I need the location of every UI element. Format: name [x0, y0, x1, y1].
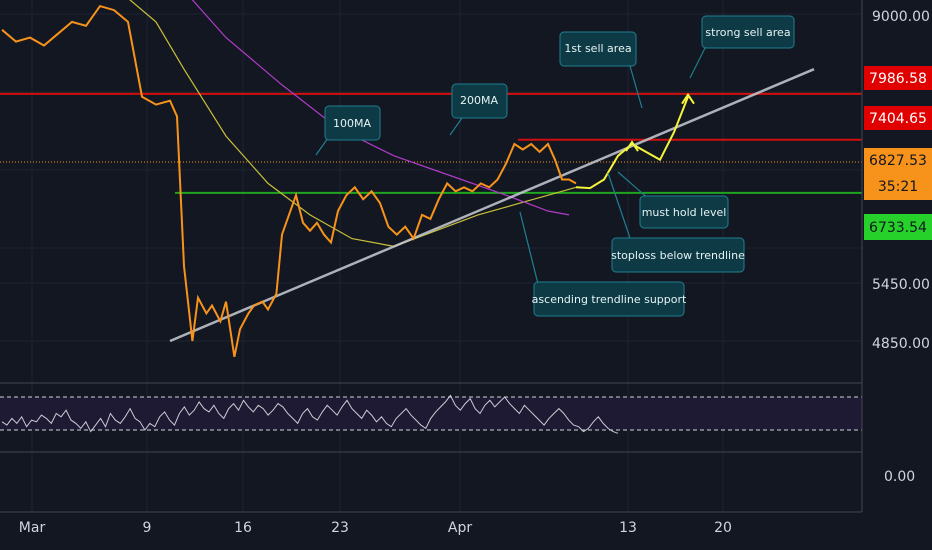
annotation-must-hold-level-text: must hold level	[642, 206, 727, 219]
price-label-7404: 7404.65	[864, 106, 932, 130]
ma-100-line	[129, 0, 577, 248]
annotation-strong-sell-area: strong sell area	[701, 15, 795, 49]
price-label-6827-text: 6827.53	[869, 153, 927, 169]
annotation-ascending-trendline-text: ascending trendline support	[532, 293, 687, 306]
projection-arrow-2	[681, 92, 695, 105]
price-label-6733: 6733.54	[864, 214, 932, 240]
annotation-100ma: 100MA	[324, 105, 381, 141]
price-axis: 9000.00 5450.00 4850.00 0.00	[872, 9, 930, 485]
annotation-strong-sell-area-text: strong sell area	[705, 26, 790, 39]
time-axis: Mar 9 16 23 Apr 13 20	[19, 520, 732, 536]
time-tick-13: 13	[619, 520, 637, 536]
annotation-1st-sell-area: 1st sell area	[559, 31, 637, 67]
annotation-stoploss-text: stoploss below trendline	[611, 249, 745, 262]
trendline	[169, 68, 815, 343]
ascending-trendline	[169, 68, 815, 343]
moving-averages	[129, 0, 577, 248]
price-label-6827: 6827.53	[864, 148, 932, 172]
time-tick-9: 9	[143, 520, 152, 536]
price-series	[1, 4, 577, 357]
rsi-pane	[0, 382, 862, 453]
ma-200-line	[191, 0, 570, 216]
price-label-7986: 7986.58	[864, 66, 932, 90]
price-tick-4850: 4850.00	[872, 336, 930, 352]
annotation-1st-sell-area-text: 1st sell area	[564, 42, 631, 55]
annotation-ascending-trendline: ascending trendline support	[532, 281, 687, 317]
rsi-tick-0: 0.00	[884, 469, 915, 485]
annotation-stoploss: stoploss below trendline	[611, 237, 745, 273]
price-label-7986-text: 7986.58	[869, 71, 927, 87]
projection-line	[575, 96, 689, 190]
countdown-label-text: 35:21	[878, 179, 918, 195]
annotation-pointers	[315, 45, 707, 285]
time-tick-16: 16	[234, 520, 252, 536]
projection-path	[575, 92, 695, 190]
price-tick-5450: 5450.00	[872, 277, 930, 293]
annotation-200ma-text: 200MA	[460, 94, 498, 107]
projection-arrow-1	[625, 140, 639, 152]
price-tick-9000: 9000.00	[872, 9, 930, 25]
time-tick-mar: Mar	[19, 520, 46, 536]
annotation-100ma-text: 100MA	[333, 117, 371, 130]
price-label-7404-text: 7404.65	[869, 111, 927, 127]
rsi-line	[1, 394, 619, 434]
price-line	[1, 4, 577, 357]
price-labels: 7986.58 7404.65 6827.53 35:21 6733.54	[864, 66, 932, 240]
annotation-200ma: 200MA	[451, 83, 508, 119]
price-label-6733-text: 6733.54	[869, 220, 927, 236]
annotation-must-hold-level: must hold level	[639, 195, 729, 229]
countdown-label: 35:21	[864, 172, 932, 200]
time-tick-20: 20	[714, 520, 732, 536]
time-tick-23: 23	[331, 520, 349, 536]
time-tick-apr: Apr	[448, 520, 472, 536]
